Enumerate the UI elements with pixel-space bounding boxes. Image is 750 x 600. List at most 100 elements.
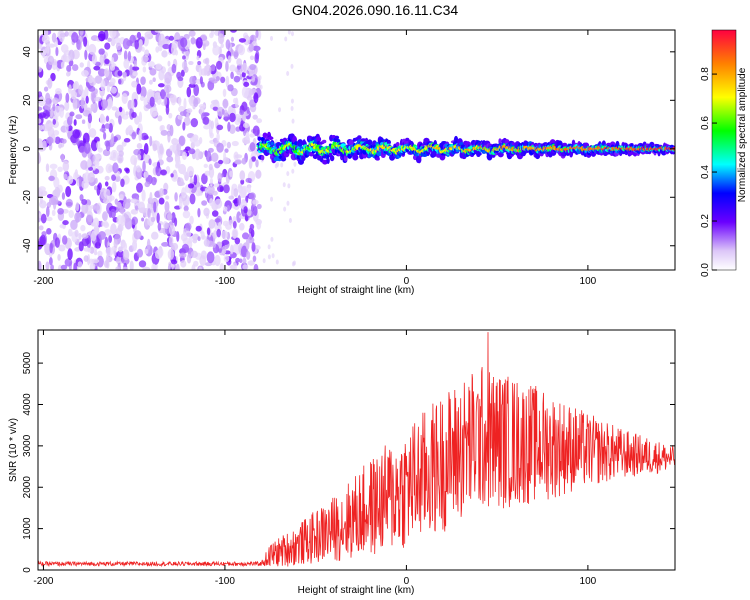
noise-blob (88, 43, 97, 55)
noise-blob (282, 182, 286, 188)
noise-blob (210, 30, 215, 37)
noise-blob (155, 46, 160, 53)
signal-blob (326, 157, 330, 164)
noise-blob (114, 198, 119, 205)
colorbar-gradient (711, 29, 737, 271)
noise-blob (286, 171, 290, 177)
noise-blob (104, 181, 109, 187)
noise-blob (104, 175, 110, 181)
x-tick-label: -200 (33, 576, 53, 587)
noise-blob (256, 203, 262, 210)
noise-blob (214, 198, 223, 209)
noise-blob (86, 158, 92, 168)
noise-blob (149, 191, 153, 204)
noise-blob (38, 106, 43, 111)
noise-blob (190, 250, 198, 258)
noise-blob (130, 155, 138, 166)
noise-blob (242, 257, 247, 265)
noise-blob (176, 143, 182, 153)
noise-blob (122, 71, 127, 78)
noise-blob (47, 55, 55, 66)
spectrogram-marks (38, 30, 675, 270)
noise-blob (206, 227, 211, 236)
noise-blob (178, 135, 186, 146)
noise-blob (182, 210, 191, 219)
noise-blob (217, 172, 223, 183)
noise-blob (143, 152, 148, 163)
noise-blob (203, 163, 208, 169)
noise-blob (283, 206, 287, 212)
noise-blob (270, 35, 274, 41)
noise-blob (237, 44, 246, 56)
noise-blob (221, 230, 228, 240)
noise-blob (253, 92, 259, 104)
noise-blob (38, 66, 42, 73)
noise-blob (92, 203, 100, 211)
x-tick-label: 100 (580, 576, 597, 587)
noise-blob (51, 32, 57, 43)
noise-blob (83, 255, 89, 262)
noise-blob (87, 172, 95, 183)
noise-blob (290, 98, 294, 104)
noise-blob (79, 145, 86, 153)
noise-blob (100, 79, 106, 92)
noise-blob (248, 158, 253, 169)
noise-blob (243, 206, 248, 214)
noise-blob (38, 96, 46, 107)
noise-blob (227, 121, 231, 132)
noise-blob (55, 88, 62, 95)
noise-blob (136, 83, 142, 95)
noise-blob (122, 266, 128, 270)
noise-blob (104, 58, 110, 65)
noise-blob (61, 192, 66, 200)
noise-blob (182, 169, 187, 176)
noise-blob (233, 75, 241, 83)
noise-blob (287, 183, 291, 189)
noise-blob (72, 64, 79, 72)
noise-blob (105, 140, 111, 152)
noise-blob (63, 55, 71, 63)
noise-blob (154, 93, 159, 103)
noise-blob (91, 53, 98, 65)
noise-blob (230, 36, 235, 42)
signal-blob (322, 159, 328, 165)
noise-blob (81, 199, 88, 205)
noise-blob (103, 132, 107, 140)
noise-blob (38, 225, 44, 231)
colorbar: 0.0 0.2 0.4 0.6 0.8 Normalized spectral ampl… (700, 29, 748, 277)
noise-blob (142, 66, 147, 73)
noise-blob (206, 251, 215, 264)
noise-blob (87, 113, 93, 124)
x-tick-label: 100 (580, 276, 597, 287)
noise-blob (115, 266, 121, 270)
noise-blob (160, 124, 165, 131)
noise-blob (89, 246, 95, 254)
noise-blob (60, 61, 65, 69)
noise-blob (216, 124, 224, 131)
noise-blob (287, 30, 291, 35)
noise-blob (195, 225, 202, 232)
noise-blob (87, 247, 92, 253)
noise-blob (75, 202, 80, 212)
noise-blob (212, 44, 221, 56)
noise-blob (214, 218, 221, 223)
noise-blob (133, 60, 138, 67)
noise-blob (72, 82, 78, 91)
noise-blob (249, 55, 255, 61)
noise-blob (188, 30, 196, 37)
noise-blob (46, 216, 53, 222)
noise-blob (160, 169, 167, 176)
noise-blob (237, 195, 242, 206)
noise-blob (87, 77, 94, 84)
noise-blob (50, 72, 56, 82)
noise-blob (64, 100, 70, 112)
y-tick-label: 4000 (22, 393, 33, 416)
x-tick-label: -200 (33, 276, 53, 287)
noise-blob (122, 38, 131, 50)
noise-blob (162, 38, 171, 45)
noise-blob (204, 57, 210, 65)
noise-blob (181, 151, 187, 160)
noise-blob (134, 39, 139, 50)
noise-blob (229, 112, 236, 123)
x-tick-label: -100 (215, 276, 235, 287)
